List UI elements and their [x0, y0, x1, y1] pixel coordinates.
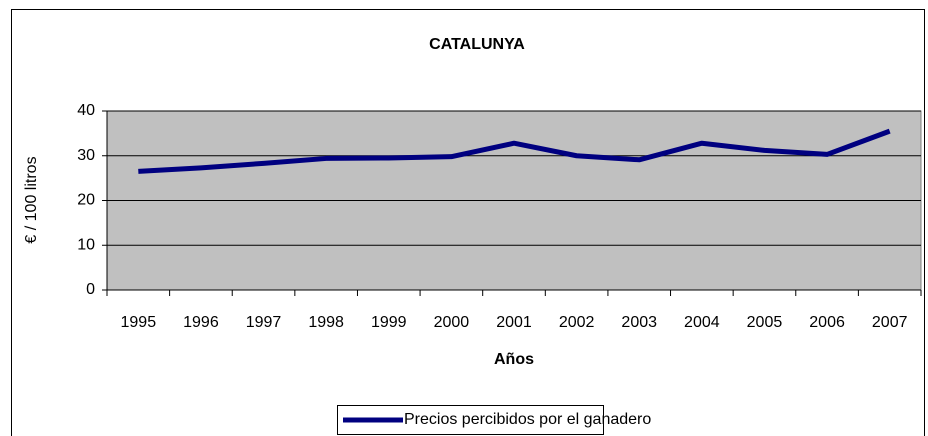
x-axis-label: Años [494, 351, 534, 368]
y-tick-label: 0 [86, 281, 95, 298]
x-tick-label: 2006 [809, 314, 845, 331]
chart-title: CATALUNYA [429, 36, 525, 53]
legend-label: Precios percibidos por el ganadero [404, 411, 651, 428]
x-tick-label: 1997 [246, 314, 282, 331]
y-tick-label: 30 [77, 147, 95, 164]
x-tick-label: 1995 [121, 314, 157, 331]
y-tick-label: 40 [77, 102, 95, 119]
x-tick-label: 1996 [183, 314, 219, 331]
x-tick-label: 2004 [684, 314, 720, 331]
x-tick-label: 1998 [308, 314, 344, 331]
x-tick-label: 2000 [434, 314, 470, 331]
y-axis-label: € / 100 litros [23, 156, 40, 243]
y-tick-label: 20 [77, 192, 95, 209]
x-tick-label: 2007 [872, 314, 908, 331]
y-tick-label: 10 [77, 236, 95, 253]
x-tick-label: 2002 [559, 314, 595, 331]
x-tick-label: 2003 [621, 314, 657, 331]
x-tick-label: 2005 [747, 314, 783, 331]
x-tick-label: 2001 [496, 314, 532, 331]
x-tick-label: 1999 [371, 314, 407, 331]
series-line [138, 128, 891, 174]
